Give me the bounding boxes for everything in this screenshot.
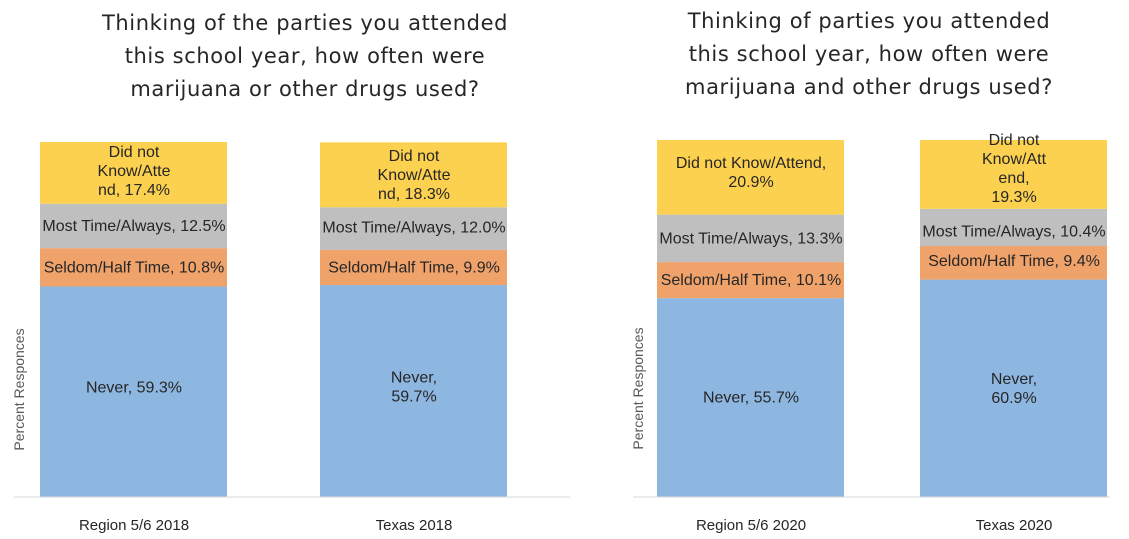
data-label-seldom-half-time: Seldom/Half Time, 10.1%	[661, 272, 842, 289]
chart-title-line: Thinking of parties you attended	[687, 9, 1051, 33]
y-axis-label: Percent Responces	[630, 327, 646, 449]
bar-segment-seldom-half-time[interactable]	[920, 246, 1107, 280]
chart-1: Thinking of the parties you attended this…	[11, 11, 570, 534]
x-tick-label: Texas 2018	[376, 517, 453, 534]
x-tick-label: Texas 2020	[976, 517, 1053, 534]
bar-segment-seldom-half-time[interactable]	[657, 262, 844, 299]
chart-title-line: Thinking of the parties you attended	[101, 11, 508, 35]
data-label-most-time-always: Most Time/Always, 10.4%	[922, 223, 1105, 240]
bar-segment-most-time-always[interactable]	[40, 203, 227, 249]
bar-segment-most-time-always[interactable]	[657, 214, 844, 263]
data-label-did-not-know-attend: Did not Know/Atte nd, 18.3%	[378, 148, 451, 203]
data-label-most-time-always: Most Time/Always, 12.0%	[322, 220, 505, 237]
bar-segment-did-not-know-attend[interactable]	[320, 142, 507, 208]
x-tick-label: Region 5/6 2018	[79, 517, 189, 534]
data-label-seldom-half-time: Seldom/Half Time, 9.4%	[928, 253, 1100, 270]
bar-segment-never[interactable]	[320, 285, 507, 497]
bar-segment-never[interactable]	[920, 279, 1107, 497]
bar-segment-never[interactable]	[657, 298, 844, 497]
data-label-never: Never, 55.7%	[703, 390, 799, 407]
data-label-most-time-always: Most Time/Always, 12.5%	[42, 218, 225, 235]
bar-segment-never[interactable]	[40, 286, 227, 497]
data-label-never: Never, 59.3%	[86, 380, 182, 397]
bar-segment-seldom-half-time[interactable]	[320, 249, 507, 286]
x-tick-label: Region 5/6 2020	[696, 517, 806, 534]
bar-segment-most-time-always[interactable]	[320, 207, 507, 250]
data-label-never: Never, 60.9%	[991, 371, 1037, 407]
bar-segment-did-not-know-attend[interactable]	[657, 140, 844, 215]
chart-title-line: this school year, how often were	[689, 42, 1050, 66]
bar-segment-most-time-always[interactable]	[920, 208, 1107, 247]
data-label-did-not-know-attend: Did not Know/Atte nd, 17.4%	[98, 144, 171, 199]
data-label-seldom-half-time: Seldom/Half Time, 9.9%	[328, 259, 500, 276]
data-label-seldom-half-time: Seldom/Half Time, 10.8%	[44, 259, 225, 276]
chart-title-line: marijuana or other drugs used?	[130, 77, 479, 101]
bar-segment-seldom-half-time[interactable]	[40, 248, 227, 287]
chart-2: Thinking of parties you attended this sch…	[630, 9, 1110, 534]
data-label-most-time-always: Most Time/Always, 13.3%	[659, 230, 842, 247]
chart-title-line: marijuana and other drugs used?	[685, 75, 1053, 99]
data-label-did-not-know-attend: Did not Know/Attend, 20.9%	[676, 155, 826, 191]
data-label-did-not-know-attend: Did not Know/Att end, 19.3%	[982, 132, 1047, 206]
y-axis-label: Percent Responces	[11, 328, 27, 450]
bar-segment-did-not-know-attend[interactable]	[920, 140, 1107, 209]
chart-title-line: this school year, how often were	[125, 44, 486, 68]
bar-segment-did-not-know-attend[interactable]	[40, 142, 227, 204]
data-label-never: Never, 59.7%	[391, 370, 437, 406]
